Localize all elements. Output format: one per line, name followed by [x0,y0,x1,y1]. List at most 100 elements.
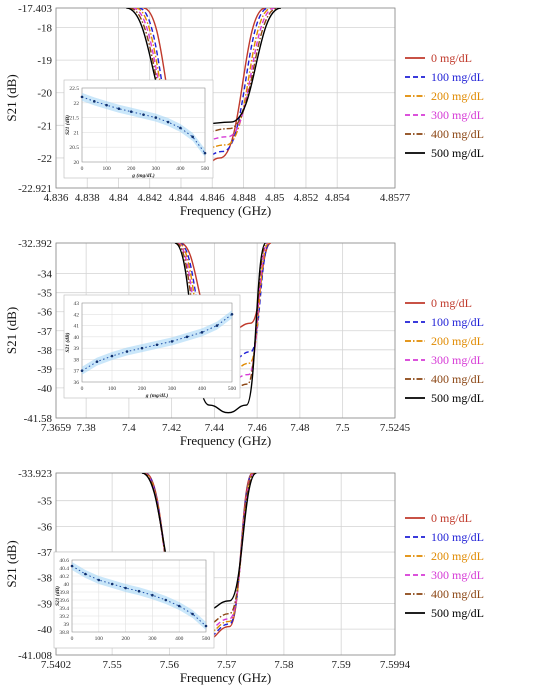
x-axis-label: Frequency (GHz) [180,433,271,448]
inset-x-tick-label: 500 [201,166,210,172]
inset-data-point [80,95,84,99]
inset-y-tick-label: 21 [74,130,80,136]
legend-label: 400 mg/dL [431,587,484,601]
inset-y-tick-label: 39.6 [59,598,69,604]
y-tick-label: -37 [37,547,52,559]
inset-data-point [124,586,127,590]
x-tick-label: 4.852 [294,192,319,204]
inset-confidence-band [72,562,206,630]
inset-y-tick-label: 22 [74,101,80,107]
y-tick-label: -40 [37,624,52,636]
inset-y-tick-label: 37 [74,369,80,375]
legend-label: 400 mg/dL [431,372,484,386]
inset-fit-line [81,313,233,372]
inset-data-point [95,360,99,363]
legend-label: 500 mg/dL [431,606,484,620]
chart-panel-3: 7.5402 7.55 7.56 7.57 7.58 7.59 7.5994 -33.923 -… [4,468,484,685]
y-tick-label: -22.921 [18,183,52,195]
x-tick-label: 7.5994 [380,659,411,671]
inset-data-point [151,593,154,597]
legend-label: 500 mg/dL [431,391,484,405]
y-tick-label: -19 [37,55,52,67]
legend-label: 200 mg/dL [431,89,484,103]
x-tick-label: 7.4 [122,422,136,434]
inset-x-tick-label: 300 [168,386,177,392]
y-tick-label: -40 [37,383,52,395]
inset-x-tick-label: 0 [81,386,84,392]
inset-y-tick-label: 39 [64,622,70,628]
inset-y-tick-label: 39.2 [59,614,69,620]
inset-y-tick-label: 40.2 [59,574,69,580]
x-tick-label: 7.56 [160,659,180,671]
inset-data-point [125,350,129,353]
y-tick-label: -35 [37,288,52,300]
x-tick-label: 7.58 [274,659,294,671]
x-tick-label: 4.836 [44,192,69,204]
inset-data-point [191,612,194,616]
x-tick-label: 7.3659 [41,422,72,434]
inset-data-point [93,100,96,103]
inset-x-tick-label: 500 [228,386,237,392]
legend-label: 100 mg/dL [431,530,484,544]
inset-data-point [97,578,101,582]
inset-y-axis-label: S21 (dB) [64,115,71,135]
y-tick-label: -21 [37,120,52,132]
y-tick-label: -33.923 [18,468,52,480]
y-tick-label: -36 [37,307,52,319]
inset-x-tick-label: 200 [121,636,130,642]
legend-label: 300 mg/dL [431,353,484,367]
inset-y-axis-label: S21 (dB) [54,586,61,606]
x-axis-label: Frequency (GHz) [180,203,271,218]
x-tick-label: 7.38 [77,422,97,434]
inset-data-point [137,589,141,593]
y-tick-label: -34 [37,269,52,281]
y-tick-label: -41.008 [18,650,52,662]
x-tick-label: 4.84 [109,192,129,204]
inset-data-point [215,324,219,327]
inset-y-tick-label: 41 [74,324,80,330]
inset-y-tick-label: 38 [74,357,80,363]
legend-label: 400 mg/dL [431,127,484,141]
x-tick-label: 7.57 [217,659,237,671]
inset-y-axis-label: S21 (dB) [64,332,71,352]
inset-data-point [203,151,207,155]
x-tick-label: 7.44 [205,422,225,434]
inset-y-tick-label: 38.8 [59,630,69,636]
inset-data-point [154,116,158,119]
y-tick-label: -41.58 [24,413,53,425]
x-tick-label: 7.48 [290,422,310,434]
inset-y-tick-label: 39.4 [59,606,69,612]
legend-label: 500 mg/dL [431,146,484,160]
inset-x-tick-label: 0 [71,636,74,642]
inset-x-tick-label: 100 [108,386,117,392]
inset-data-point [129,110,133,113]
inset-data-point [164,598,168,602]
x-tick-label: 4.838 [75,192,100,204]
inset-x-tick-label: 100 [95,636,104,642]
x-tick-label: 7.55 [102,659,122,671]
inset-x-tick-label: 400 [176,166,185,172]
x-tick-label: 4.85 [265,192,285,204]
plot-frame [55,7,396,189]
inset-chart: 0 100 200 300 400 500 22.5 22 21.5 21 20.5 20 g (mg/… [63,79,214,179]
y-tick-label: -38 [37,345,52,357]
legend-label: 100 mg/dL [431,315,484,329]
inset-data-point [230,312,234,316]
inset-y-tick-label: 40 [74,335,80,341]
inset-frame [71,559,207,633]
inset-y-tick-label: 40.4 [59,566,69,572]
chart-panel-2: 7.3659 7.38 7.4 7.42 7.44 7.46 7.48 7.5 7.5245 -3… [4,238,484,448]
x-tick-label: 7.5 [336,422,350,434]
inset-data-point [110,354,114,358]
inset-y-tick-label: 40 [64,582,70,588]
legend-label: 0 mg/dL [431,51,472,65]
inset-frame [81,302,233,383]
x-tick-label: 4.846 [200,192,225,204]
inset-data-point [155,343,159,347]
inset-data-point [80,369,84,373]
x-axis-label: Frequency (GHz) [180,670,271,685]
y-axis-label: S21 (dB) [4,540,19,587]
inset-y-tick-label: 36 [74,380,80,386]
